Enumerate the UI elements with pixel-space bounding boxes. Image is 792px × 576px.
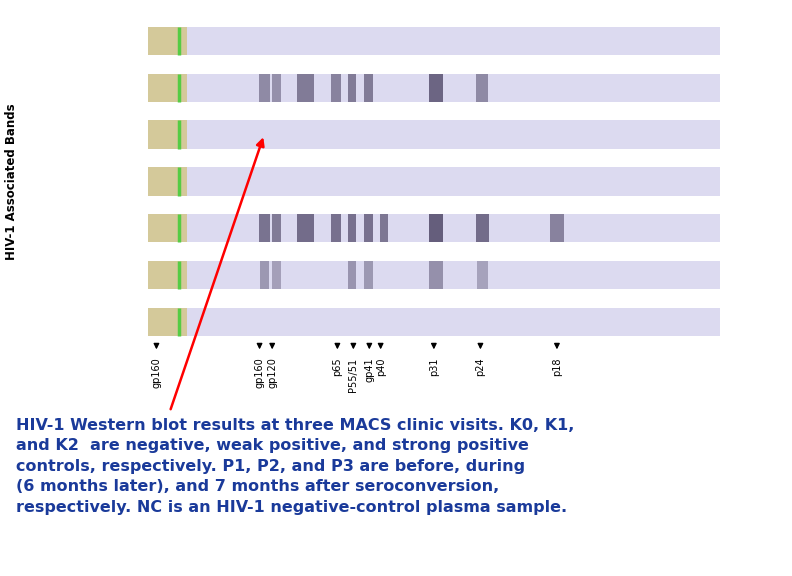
- Bar: [348, 74, 356, 102]
- Bar: [428, 214, 444, 242]
- Bar: [364, 214, 373, 242]
- Bar: [187, 308, 720, 336]
- Bar: [331, 214, 341, 242]
- Bar: [187, 214, 720, 242]
- Bar: [364, 261, 373, 289]
- Bar: [297, 214, 314, 242]
- Text: 9: 9: [134, 223, 141, 233]
- Bar: [187, 168, 720, 195]
- Bar: [259, 74, 269, 102]
- Text: 10: 10: [127, 176, 141, 187]
- Text: p24: p24: [475, 358, 485, 376]
- Bar: [187, 26, 720, 55]
- Text: 11: 11: [127, 130, 141, 139]
- Text: NC: NC: [723, 33, 733, 48]
- Text: gp160: gp160: [151, 358, 162, 388]
- Bar: [148, 120, 187, 149]
- Bar: [148, 261, 187, 289]
- Bar: [331, 74, 341, 102]
- Bar: [187, 261, 720, 289]
- Bar: [187, 74, 720, 102]
- Bar: [187, 120, 720, 149]
- Text: p18: p18: [552, 358, 562, 376]
- Bar: [259, 214, 269, 242]
- Bar: [148, 168, 187, 195]
- Bar: [477, 261, 488, 289]
- Text: HIV-1 Western blot results at three MACS clinic visits. K0, K1,
and K2  are nega: HIV-1 Western blot results at three MACS…: [16, 418, 574, 514]
- Bar: [148, 26, 187, 55]
- Text: 13: 13: [127, 36, 141, 46]
- Bar: [379, 214, 388, 242]
- Bar: [272, 261, 280, 289]
- Bar: [550, 214, 564, 242]
- Text: p65: p65: [333, 358, 342, 376]
- Text: gp160: gp160: [254, 358, 265, 388]
- Text: P1: P1: [723, 175, 733, 188]
- Text: HIV-1 Associated Bands: HIV-1 Associated Bands: [6, 103, 18, 260]
- Bar: [348, 261, 356, 289]
- Bar: [364, 74, 373, 102]
- Text: 12: 12: [127, 82, 141, 93]
- Bar: [476, 214, 489, 242]
- Bar: [260, 261, 268, 289]
- Text: gp41: gp41: [364, 358, 375, 382]
- Text: p31: p31: [428, 358, 439, 376]
- Bar: [428, 74, 444, 102]
- Bar: [148, 74, 187, 102]
- Bar: [297, 74, 314, 102]
- Text: gp120: gp120: [267, 358, 277, 388]
- Text: P55/51: P55/51: [348, 358, 358, 392]
- Text: K2: K2: [723, 221, 733, 236]
- Text: K0: K0: [723, 315, 733, 329]
- Text: 8: 8: [134, 270, 141, 281]
- Bar: [272, 74, 281, 102]
- Text: K1: K1: [723, 268, 733, 282]
- Bar: [429, 261, 443, 289]
- Text: P2: P2: [723, 128, 733, 142]
- Text: 7: 7: [134, 317, 141, 327]
- Text: P3: P3: [723, 81, 733, 94]
- Bar: [148, 214, 187, 242]
- Text: p40: p40: [375, 358, 386, 376]
- Bar: [148, 308, 187, 336]
- Bar: [477, 74, 489, 102]
- Bar: [348, 214, 356, 242]
- Bar: [272, 214, 281, 242]
